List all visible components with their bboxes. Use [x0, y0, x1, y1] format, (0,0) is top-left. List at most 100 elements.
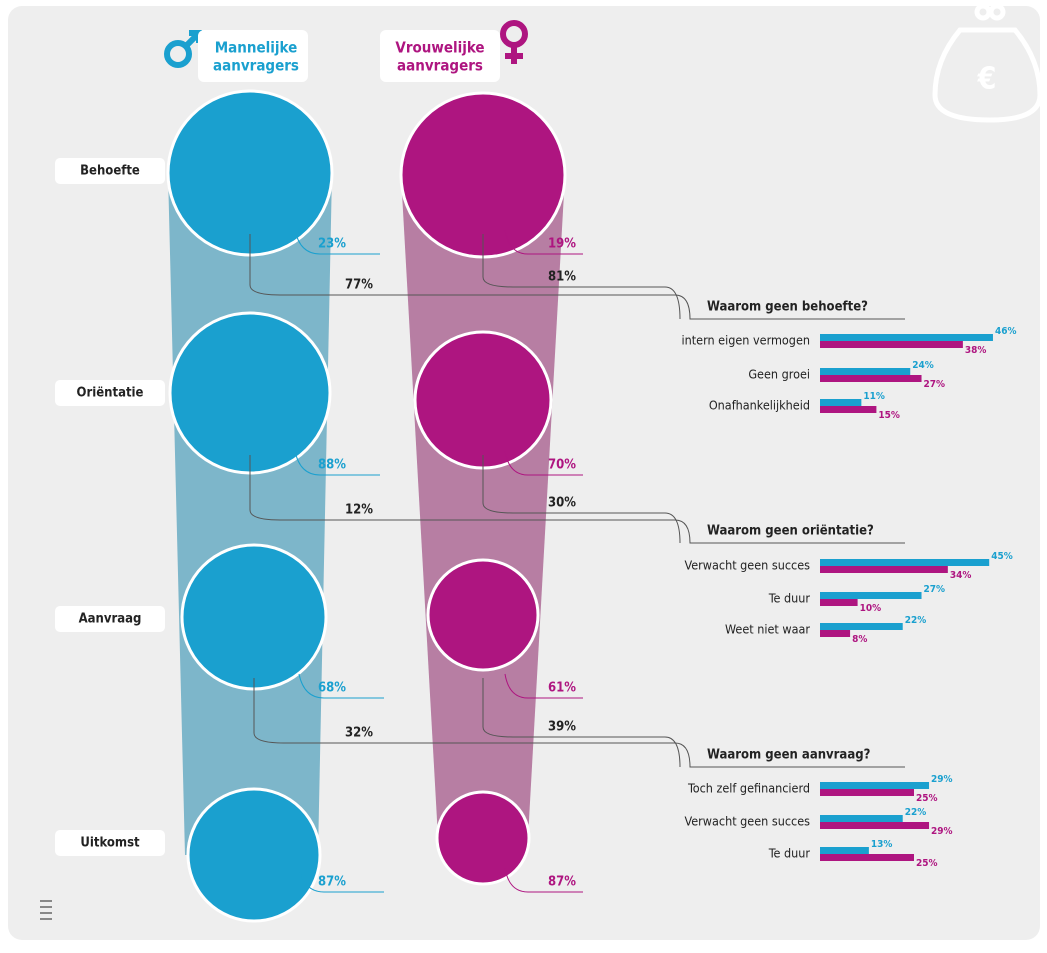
- female-bar: [820, 789, 914, 796]
- female-bar: [820, 341, 963, 348]
- male-bar: [820, 592, 922, 599]
- female-bar: [820, 406, 877, 413]
- male-bar-label: 13%: [871, 839, 893, 850]
- male-bar: [820, 782, 930, 789]
- female-connector: [482, 455, 681, 544]
- stage-label: Behoefte: [80, 164, 140, 179]
- female-bar-label: 25%: [916, 858, 938, 869]
- female-circle: [399, 91, 567, 259]
- stage-box: [55, 606, 165, 632]
- stage-box: [55, 380, 165, 406]
- female-bar-label: 25%: [916, 793, 938, 804]
- female-circle: [413, 330, 553, 470]
- male-bar-label: 22%: [905, 615, 927, 626]
- female-header-box: [380, 30, 500, 82]
- stage-label: Oriëntatie: [77, 386, 144, 401]
- male-bar: [820, 623, 903, 630]
- logo: [40, 900, 52, 920]
- female-leader: [504, 673, 583, 699]
- female-bar: [820, 854, 914, 861]
- male-leader: [294, 229, 380, 255]
- male-leader: [298, 867, 384, 893]
- male-rest-pct: 12%: [345, 503, 373, 518]
- female-bar-label: 15%: [878, 410, 900, 421]
- male-pct: 87%: [318, 875, 346, 890]
- female-bar-label: 8%: [852, 634, 867, 645]
- male-circle: [180, 543, 328, 691]
- male-header: Mannelijke: [215, 39, 298, 57]
- male-pct: 88%: [318, 458, 346, 473]
- male-bar: [820, 815, 903, 822]
- female-rest-pct: 81%: [548, 270, 576, 285]
- female-band: [401, 175, 565, 838]
- female-bar: [820, 566, 948, 573]
- female-leader: [504, 867, 583, 893]
- male-bar-label: 27%: [924, 584, 946, 595]
- male-circle: [168, 311, 332, 475]
- male-circle: [166, 89, 334, 257]
- female-bar: [820, 599, 858, 606]
- male-bar: [820, 334, 993, 341]
- female-pct: 87%: [548, 875, 576, 890]
- reason-label: Te duur: [768, 846, 811, 861]
- reason-label: Geen groei: [748, 367, 810, 382]
- reason-label: Verwacht geen succes: [685, 558, 811, 573]
- female-rest-pct: 39%: [548, 720, 576, 735]
- female-header: Vrouwelijke: [395, 39, 484, 57]
- euro-icon: €: [977, 62, 997, 97]
- reason-label: Verwacht geen succes: [685, 814, 811, 829]
- male-connector: [253, 678, 905, 768]
- female-pct: 19%: [548, 237, 576, 252]
- female-bar: [820, 375, 922, 382]
- male-bar: [820, 399, 862, 406]
- female-bar: [820, 822, 930, 829]
- male-bar-label: 22%: [905, 807, 927, 818]
- male-connector: [249, 234, 905, 320]
- reason-label: Toch zelf gefinancierd: [687, 781, 810, 796]
- female-bar-label: 27%: [924, 379, 946, 390]
- male-bar-label: 45%: [991, 551, 1013, 562]
- stage-label: Aanvraag: [79, 612, 142, 627]
- reason-label: Weet niet waar: [725, 622, 810, 637]
- female-bar-label: 29%: [931, 826, 953, 837]
- female-pct: 70%: [548, 458, 576, 473]
- male-bar-label: 29%: [931, 774, 953, 785]
- female-connector: [482, 234, 681, 320]
- purse-icon: [932, 3, 1043, 123]
- female-rest-pct: 30%: [548, 496, 576, 511]
- female-bar-label: 38%: [965, 345, 987, 356]
- male-bar: [820, 847, 869, 854]
- female-header: aanvragers: [397, 57, 483, 75]
- female-bar: [820, 630, 851, 637]
- reason-title: Waarom geen aanvraag?: [707, 748, 871, 763]
- reason-label: intern eigen vermogen: [682, 333, 811, 348]
- male-leader: [294, 450, 380, 476]
- male-circle: [186, 787, 322, 923]
- reason-title: Waarom geen behoefte?: [707, 300, 868, 315]
- male-bar-label: 46%: [995, 326, 1017, 337]
- female-leader: [504, 450, 583, 476]
- female-symbol: [500, 20, 528, 64]
- reason-label: Onafhankelijkheid: [709, 398, 810, 413]
- male-bar-label: 11%: [863, 391, 885, 402]
- female-circle: [426, 558, 540, 672]
- male-pct: 23%: [318, 237, 346, 252]
- female-connector: [482, 678, 681, 768]
- male-connector: [249, 455, 905, 544]
- stage-box: [55, 158, 165, 184]
- male-pct: 68%: [318, 681, 346, 696]
- male-header-box: [198, 30, 308, 82]
- male-rest-pct: 77%: [345, 278, 373, 293]
- reason-label: Te duur: [768, 591, 811, 606]
- male-bar: [820, 368, 911, 375]
- male-bar-label: 24%: [912, 360, 934, 371]
- stage-label: Uitkomst: [80, 836, 140, 851]
- female-bar-label: 10%: [860, 603, 882, 614]
- male-bar: [820, 559, 990, 566]
- female-bar-label: 34%: [950, 570, 972, 581]
- male-header: aanvragers: [213, 57, 299, 75]
- male-rest-pct: 32%: [345, 726, 373, 741]
- male-leader: [298, 673, 384, 699]
- female-leader: [504, 229, 583, 255]
